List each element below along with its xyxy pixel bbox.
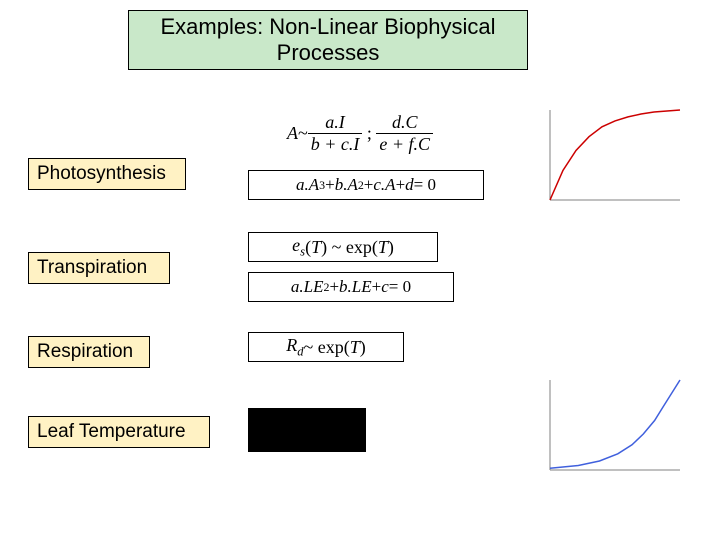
process-label: Leaf Temperature xyxy=(28,416,210,448)
formula-trans-es: es(T) ~ exp(T) xyxy=(248,232,438,262)
exponential-curve xyxy=(540,370,690,480)
process-label: Photosynthesis xyxy=(28,158,186,190)
leaf-temp-blackbox xyxy=(248,408,366,452)
process-label-text: Leaf Temperature xyxy=(37,421,186,443)
formula-trans-quad: a.LE2 + b.LE + c = 0 xyxy=(248,272,454,302)
process-label-text: Transpiration xyxy=(37,257,147,279)
title-text: Examples: Non-Linear Biophysical Process… xyxy=(137,14,519,66)
process-label-text: Photosynthesis xyxy=(37,163,166,185)
process-label: Transpiration xyxy=(28,252,170,284)
formula-resp-rd: Rd ~ exp(T) xyxy=(248,332,404,362)
title-banner: Examples: Non-Linear Biophysical Process… xyxy=(128,10,528,70)
saturation-curve xyxy=(540,100,690,210)
formula-photo-cubic: a.A3 + b.A2 + c.A + d = 0 xyxy=(248,170,484,200)
formula-photo-A: A ~ a.Ib + c.I ; d.Ce + f.C xyxy=(260,108,460,158)
process-label: Respiration xyxy=(28,336,150,368)
process-label-text: Respiration xyxy=(37,341,133,363)
